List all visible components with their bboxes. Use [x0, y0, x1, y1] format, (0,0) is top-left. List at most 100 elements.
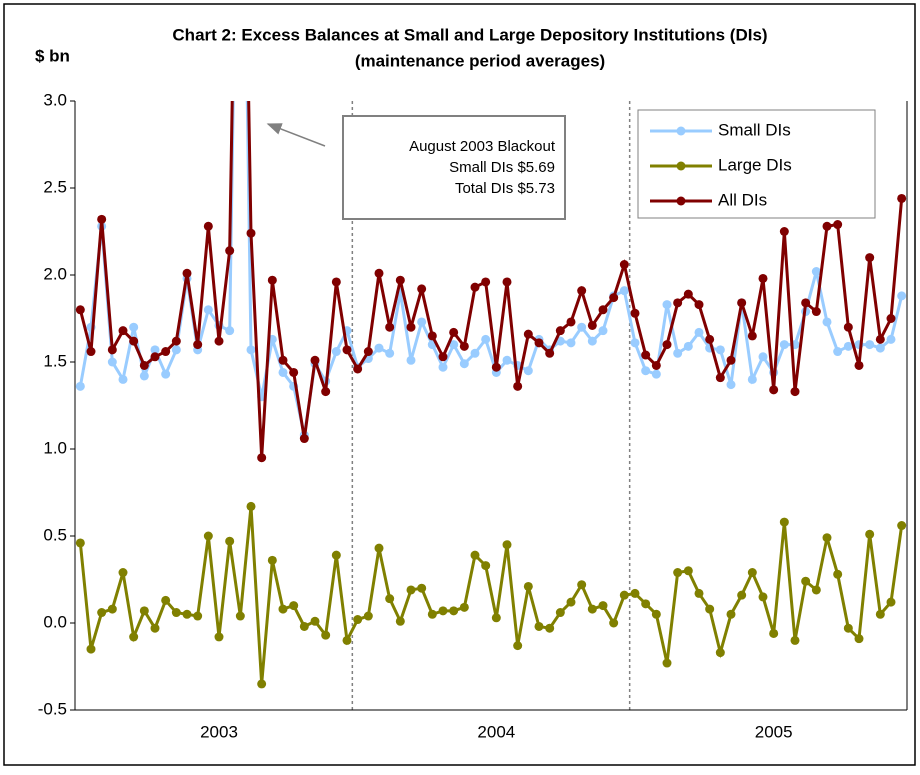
point	[747, 374, 757, 384]
point	[598, 326, 608, 336]
point	[299, 434, 309, 444]
point	[779, 227, 789, 236]
point	[118, 374, 128, 384]
point	[502, 540, 512, 550]
legend-label: Large DIs	[718, 155, 792, 174]
point	[75, 538, 85, 548]
point	[619, 590, 629, 600]
point	[715, 373, 725, 383]
annotation: Small DIs $5.69	[449, 159, 555, 176]
point	[278, 355, 288, 365]
point	[203, 221, 213, 231]
point	[683, 289, 693, 299]
point	[811, 307, 821, 317]
point	[331, 347, 341, 357]
point	[886, 334, 896, 344]
point	[651, 360, 661, 370]
point	[193, 340, 203, 350]
point	[481, 277, 491, 287]
point	[641, 350, 651, 360]
point	[150, 352, 160, 362]
point	[609, 618, 619, 628]
point	[534, 621, 544, 631]
point	[161, 369, 171, 379]
point	[811, 585, 821, 595]
point	[609, 293, 619, 303]
legend-marker	[676, 161, 686, 171]
point	[801, 298, 811, 308]
point	[502, 355, 512, 365]
point	[406, 355, 416, 365]
point	[171, 345, 181, 355]
point	[374, 343, 384, 353]
point	[363, 611, 373, 621]
point	[86, 644, 96, 654]
point	[395, 275, 405, 285]
point	[843, 623, 853, 633]
point	[246, 501, 256, 511]
point	[779, 517, 789, 527]
y-tick-label: 1.5	[43, 351, 67, 370]
point	[662, 300, 672, 310]
point	[545, 623, 555, 633]
point	[150, 345, 160, 355]
point	[651, 369, 661, 379]
point	[193, 611, 203, 621]
point	[811, 267, 821, 277]
point	[438, 606, 448, 616]
point	[278, 604, 288, 614]
point	[406, 322, 416, 332]
point	[822, 221, 832, 231]
point	[801, 576, 811, 586]
point	[246, 228, 256, 238]
point	[299, 621, 309, 631]
legend-label: All DIs	[718, 190, 767, 209]
point	[577, 580, 587, 590]
point	[705, 604, 715, 614]
point	[278, 367, 288, 377]
point	[566, 317, 576, 327]
point	[118, 568, 128, 578]
point	[843, 322, 853, 332]
point	[107, 604, 117, 614]
point	[673, 298, 683, 308]
series-line	[78, 101, 904, 458]
x-tick-label: 2005	[755, 722, 793, 741]
point	[897, 521, 907, 531]
point	[865, 340, 875, 350]
point	[214, 336, 224, 346]
point	[257, 453, 267, 463]
point	[822, 317, 832, 327]
point	[459, 359, 469, 369]
point	[139, 360, 149, 370]
y-tick-label: 2.5	[43, 177, 67, 196]
point	[619, 286, 629, 296]
point	[395, 616, 405, 626]
point	[758, 273, 768, 283]
point	[555, 608, 565, 618]
point	[161, 595, 171, 605]
point	[587, 320, 597, 330]
point	[737, 298, 747, 308]
point	[342, 345, 352, 355]
point	[310, 355, 320, 365]
point	[769, 385, 779, 395]
point	[726, 609, 736, 619]
point	[747, 568, 757, 578]
point	[203, 531, 213, 541]
point	[886, 314, 896, 323]
point	[385, 594, 395, 604]
point	[758, 352, 768, 362]
point	[587, 604, 597, 614]
point	[854, 634, 864, 644]
point	[843, 341, 853, 351]
point	[619, 260, 629, 270]
point	[171, 336, 181, 346]
point	[651, 609, 661, 619]
point	[417, 583, 427, 593]
y-tick-label: 0.5	[43, 525, 67, 544]
point	[598, 601, 608, 611]
point	[214, 632, 224, 642]
point	[523, 581, 533, 591]
